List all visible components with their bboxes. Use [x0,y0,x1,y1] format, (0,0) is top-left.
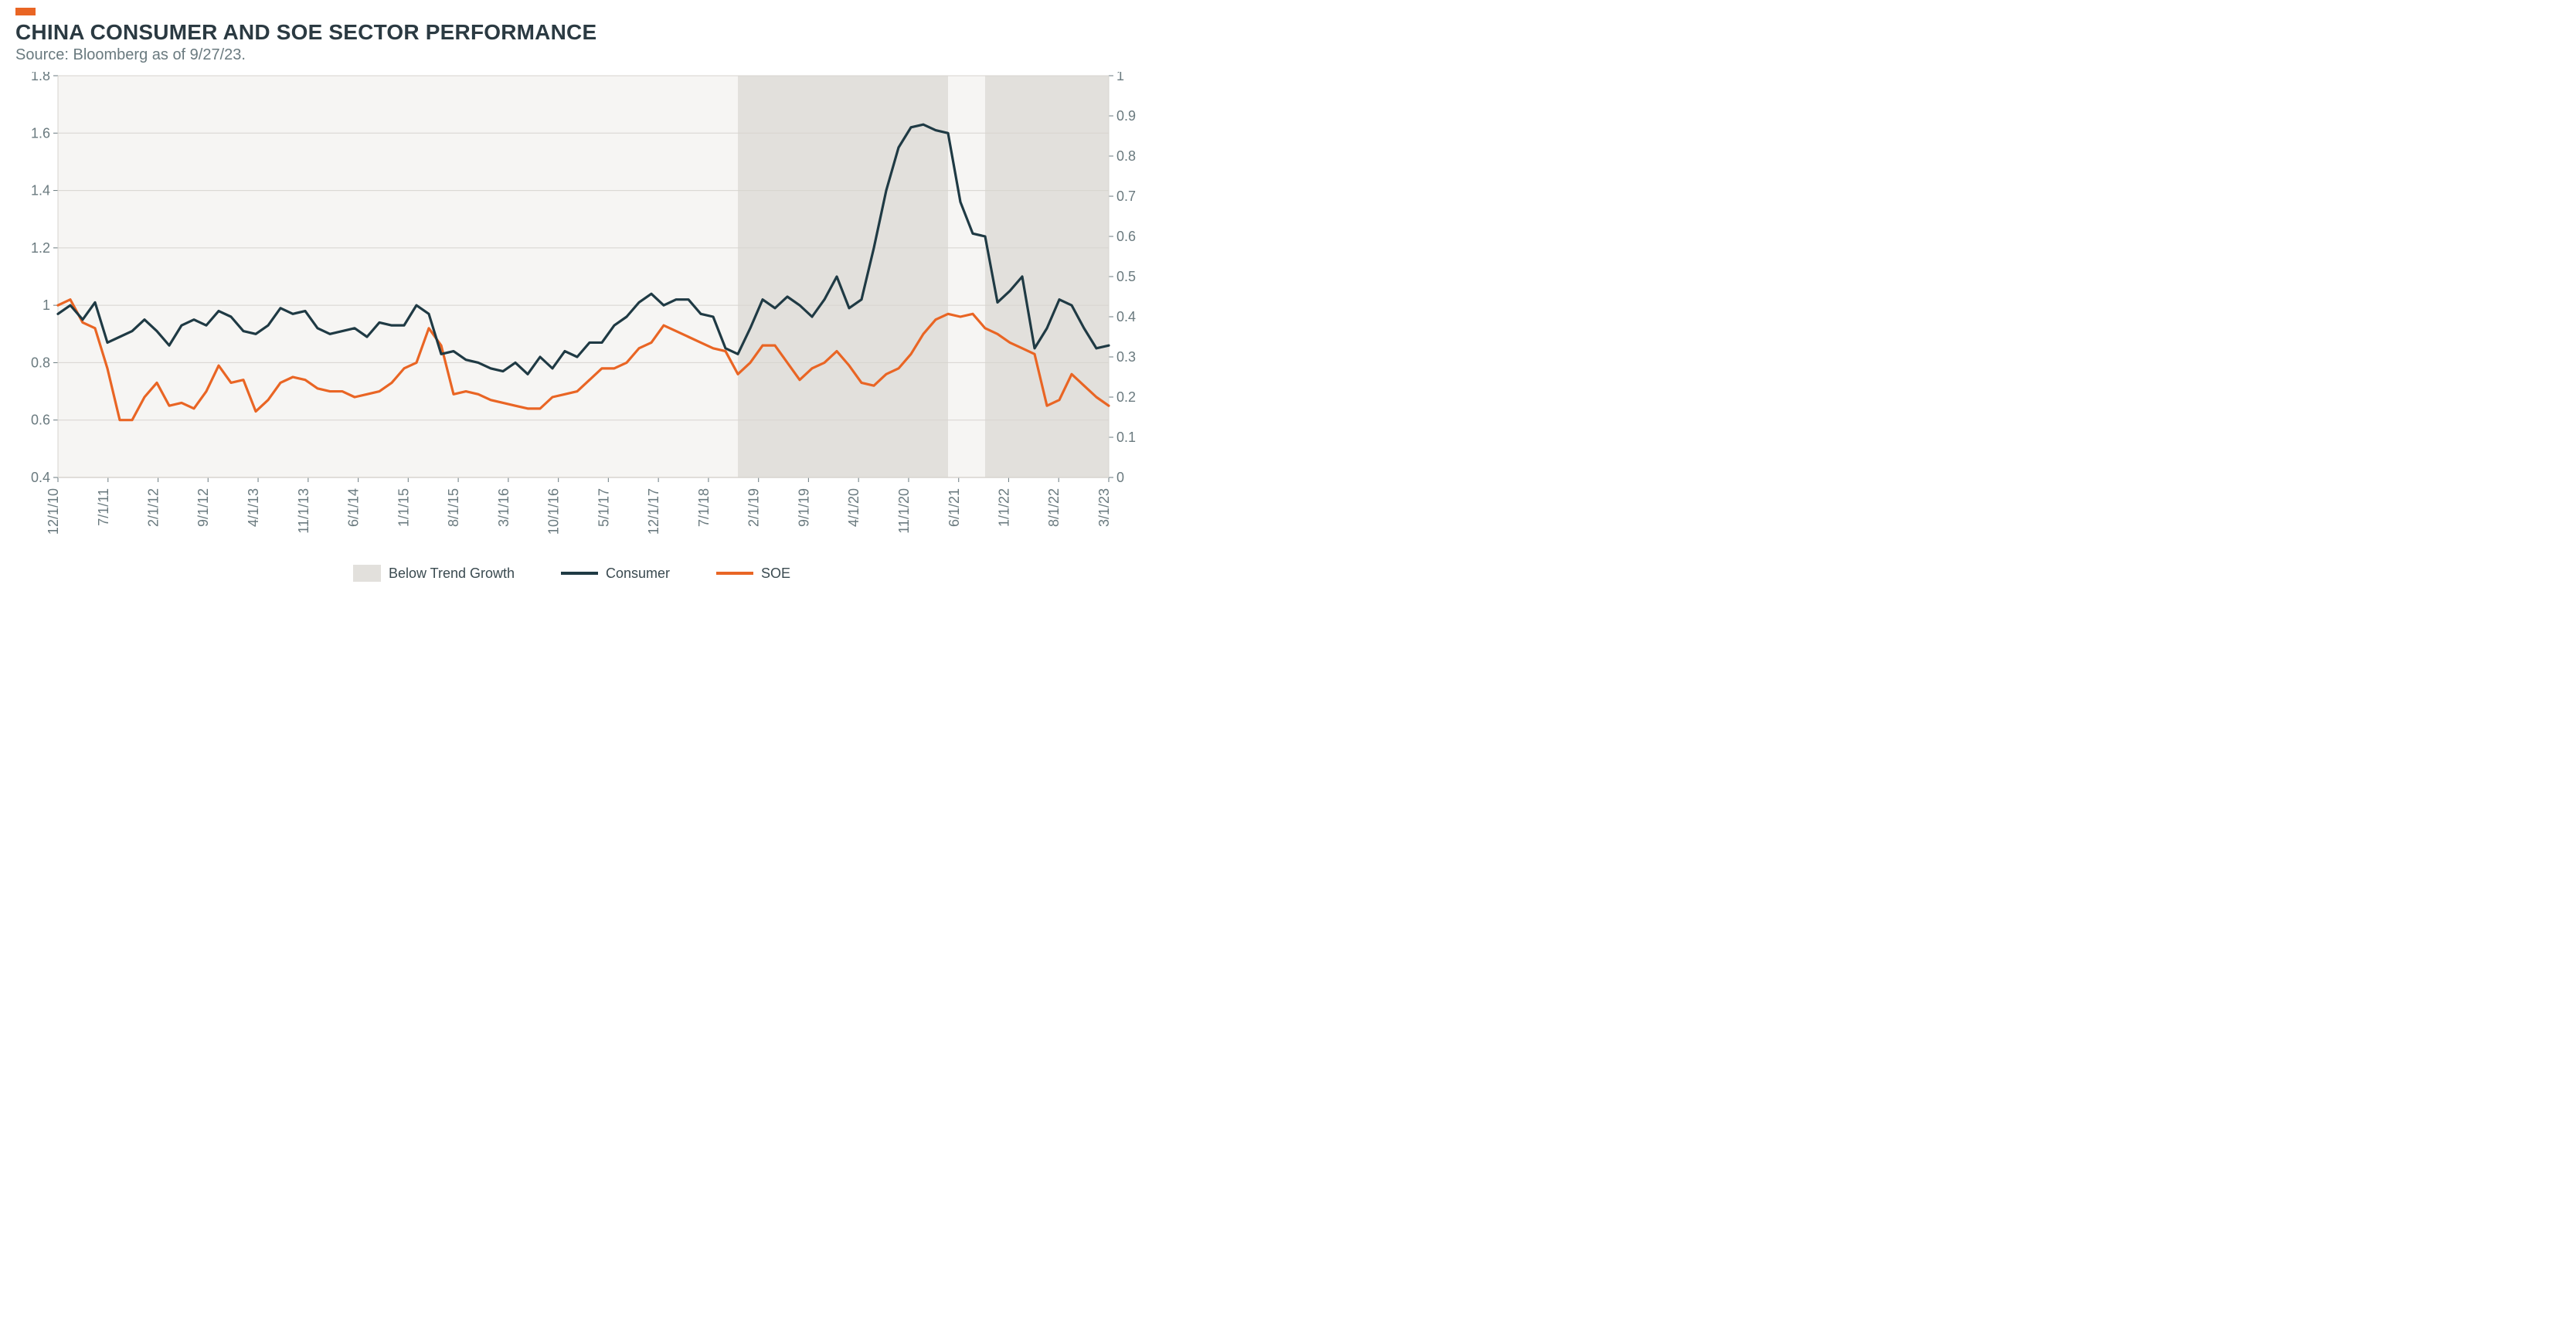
svg-text:1.2: 1.2 [31,240,50,256]
svg-text:1.8: 1.8 [31,72,50,83]
legend-item-soe: SOE [716,566,790,582]
svg-text:3/1/16: 3/1/16 [496,488,511,527]
legend-label-below-trend: Below Trend Growth [389,566,515,582]
svg-text:0.2: 0.2 [1116,389,1136,405]
svg-text:2/1/12: 2/1/12 [146,488,161,527]
svg-text:8/1/15: 8/1/15 [446,488,461,527]
chart-title: CHINA CONSUMER AND SOE SECTOR PERFORMANC… [15,20,1128,45]
svg-text:1.6: 1.6 [31,125,50,141]
legend-item-consumer: Consumer [561,566,670,582]
svg-text:3/1/23: 3/1/23 [1096,488,1112,527]
svg-text:0.4: 0.4 [1116,309,1136,324]
svg-text:0.8: 0.8 [1116,148,1136,164]
chart-svg: 0.4 0.6 0.8 1 1.2 1.4 1.6 1.8 0 0.1 0.2 0.3 0.4 0.5 0.… [15,72,1151,547]
svg-text:0.8: 0.8 [31,355,50,370]
svg-text:0.1: 0.1 [1116,430,1136,445]
svg-text:9/1/12: 9/1/12 [195,488,211,527]
svg-text:9/1/19: 9/1/19 [796,488,811,527]
svg-text:0: 0 [1116,470,1124,485]
svg-text:1.4: 1.4 [31,183,50,199]
svg-text:0.6: 0.6 [31,413,50,428]
svg-text:0.9: 0.9 [1116,108,1136,124]
svg-text:4/1/13: 4/1/13 [246,488,261,527]
svg-text:11/1/13: 11/1/13 [296,488,311,534]
legend-label-soe: SOE [761,566,790,582]
svg-text:7/1/11: 7/1/11 [96,488,111,526]
svg-text:1/1/22: 1/1/22 [996,488,1011,527]
accent-bar [15,8,36,15]
legend-swatch-shade [353,565,381,582]
legend-label-consumer: Consumer [606,566,670,582]
svg-text:0.4: 0.4 [31,470,50,485]
svg-text:12/1/17: 12/1/17 [646,488,661,535]
svg-text:1: 1 [1116,72,1124,83]
svg-text:0.6: 0.6 [1116,229,1136,244]
legend-swatch-soe [716,572,753,575]
svg-text:10/1/16: 10/1/16 [546,488,562,535]
chart-source: Source: Bloomberg as of 9/27/23. [15,46,1128,64]
svg-text:6/1/14: 6/1/14 [346,488,362,527]
svg-text:11/1/20: 11/1/20 [896,488,912,534]
svg-text:2/1/19: 2/1/19 [746,488,762,527]
legend-item-below-trend: Below Trend Growth [353,565,515,582]
svg-text:1: 1 [42,297,50,313]
svg-text:8/1/22: 8/1/22 [1046,488,1062,527]
svg-text:5/1/17: 5/1/17 [596,488,611,527]
legend-swatch-consumer [561,572,598,575]
svg-text:0.5: 0.5 [1116,269,1136,284]
svg-text:0.7: 0.7 [1116,189,1136,204]
svg-text:6/1/21: 6/1/21 [946,488,962,527]
chart-plot: 0.40.60.811.21.41.61.800.10.20.30.40.50.… [15,72,1128,551]
svg-text:7/1/18: 7/1/18 [696,488,712,527]
svg-text:4/1/20: 4/1/20 [846,488,861,527]
legend: Below Trend Growth Consumer SOE [15,565,1128,582]
svg-text:0.3: 0.3 [1116,349,1136,365]
svg-text:1/1/15: 1/1/15 [396,488,411,527]
svg-text:12/1/10: 12/1/10 [46,488,61,535]
chart-container: CHINA CONSUMER AND SOE SECTOR PERFORMANC… [0,0,1144,597]
